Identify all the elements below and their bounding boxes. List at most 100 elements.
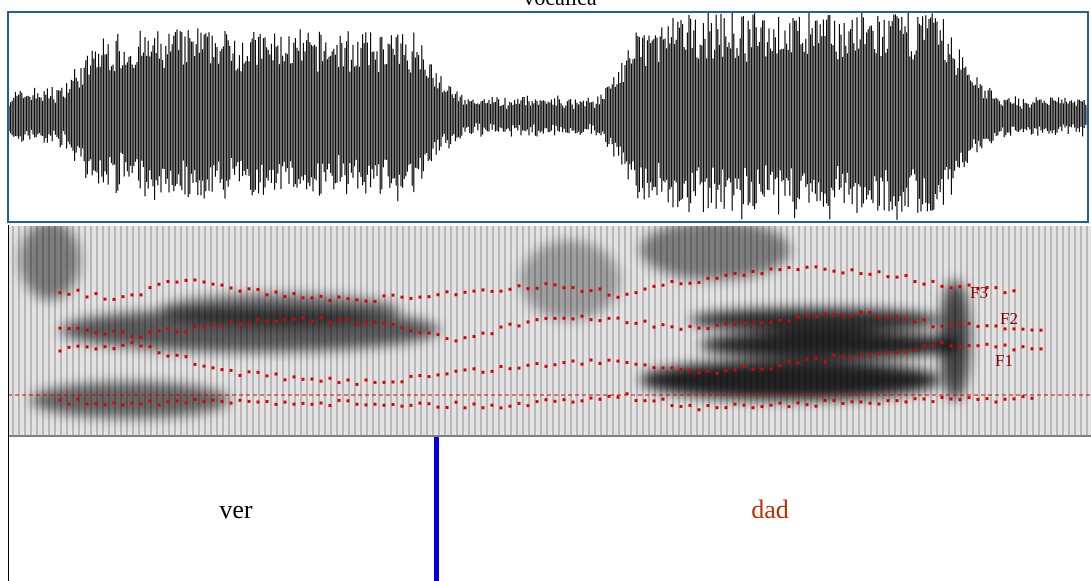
formant-dot — [77, 289, 80, 292]
formant-dot — [284, 318, 287, 321]
formant-dot — [158, 351, 161, 354]
formant-dot — [950, 324, 953, 327]
formant-dot — [716, 277, 719, 280]
spectral-band — [160, 294, 400, 326]
formant-dot — [266, 374, 269, 377]
formant-dot — [761, 321, 764, 324]
formant-dot — [572, 401, 575, 404]
formant-dot — [527, 404, 530, 407]
formant-dot — [221, 324, 224, 327]
formant-dot — [239, 290, 242, 293]
formant-dot — [914, 321, 917, 324]
formant-dot — [365, 378, 368, 381]
formant-dot — [68, 293, 71, 296]
formant-dot — [464, 336, 467, 339]
formant-dot — [806, 266, 809, 269]
formant-dot — [788, 266, 791, 269]
formant-dot — [653, 399, 656, 402]
formant-dot — [923, 344, 926, 347]
formant-dot — [761, 368, 764, 371]
formant-dot — [869, 273, 872, 276]
formant-dot — [563, 317, 566, 320]
formant-dot — [698, 371, 701, 374]
formant-dot — [977, 344, 980, 347]
formant-dot — [428, 375, 431, 378]
formant-dot — [689, 404, 692, 407]
interval-text[interactable]: dad — [751, 495, 789, 524]
formant-dot — [347, 318, 350, 321]
formant-dot — [1031, 347, 1034, 350]
formant-dot — [554, 283, 557, 286]
formant-dot — [545, 282, 548, 285]
formant-dot — [149, 331, 152, 334]
formant-dot — [59, 349, 62, 352]
formant-dot — [959, 398, 962, 401]
formant-dot — [77, 398, 80, 401]
formant-dot — [806, 314, 809, 317]
interval-boundary[interactable] — [434, 437, 439, 581]
formant-dot — [698, 281, 701, 284]
formant-dot — [833, 270, 836, 273]
formant-dot — [509, 323, 512, 326]
formant-dot — [824, 268, 827, 271]
formant-dot — [374, 381, 377, 384]
formant-dot — [743, 274, 746, 277]
formant-dot — [536, 318, 539, 321]
formant-dot — [599, 398, 602, 401]
formant-dot — [815, 405, 818, 408]
formant-dot — [239, 399, 242, 402]
formant-dot — [140, 336, 143, 339]
formant-dot — [113, 298, 116, 301]
formant-dot — [86, 345, 89, 348]
formant-dot — [653, 326, 656, 329]
formant-dot — [446, 372, 449, 375]
formant-dot — [131, 341, 134, 344]
formant-dot — [644, 363, 647, 366]
formant-dot — [482, 332, 485, 335]
formant-dot — [1004, 398, 1007, 401]
formant-dot — [536, 400, 539, 403]
formant-dot — [977, 398, 980, 401]
formant-dot — [959, 346, 962, 349]
formant-dot — [275, 291, 278, 294]
formant-dot — [896, 351, 899, 354]
formant-dot — [941, 341, 944, 344]
formant-dot — [959, 322, 962, 325]
formant-dot — [203, 280, 206, 283]
formant-dot — [194, 325, 197, 328]
formant-dot — [185, 331, 188, 334]
formant-dot — [527, 287, 530, 290]
interval-text[interactable]: ver — [219, 495, 253, 524]
formant-dot — [338, 296, 341, 299]
formant-dot — [932, 344, 935, 347]
formant-dot — [932, 400, 935, 403]
formant-dot — [707, 404, 710, 407]
formant-dot — [203, 365, 206, 368]
formant-dot — [923, 397, 926, 400]
formant-dot — [1022, 395, 1025, 398]
formant-dot — [473, 335, 476, 338]
formant-dot — [779, 402, 782, 405]
formant-dot — [1013, 397, 1016, 400]
formant-dot — [140, 293, 143, 296]
formant-dot — [914, 397, 917, 400]
formant-dot — [437, 293, 440, 296]
formant-dot — [365, 321, 368, 324]
formant-dot — [419, 296, 422, 299]
formant-dot — [950, 344, 953, 347]
formant-dot — [437, 333, 440, 336]
formant-dot — [158, 403, 161, 406]
formant-dot — [581, 290, 584, 293]
formant-dot — [680, 328, 683, 331]
formant-dot — [275, 320, 278, 323]
formant-dot — [743, 404, 746, 407]
formant-dot — [608, 294, 611, 297]
spectral-band — [20, 220, 80, 300]
formant-dot — [842, 315, 845, 318]
formant-dot — [68, 327, 71, 330]
formant-dot — [158, 329, 161, 332]
formant-dot — [878, 270, 881, 273]
formant-dot — [347, 378, 350, 381]
formant-dot — [320, 316, 323, 319]
formant-dot — [203, 400, 206, 403]
